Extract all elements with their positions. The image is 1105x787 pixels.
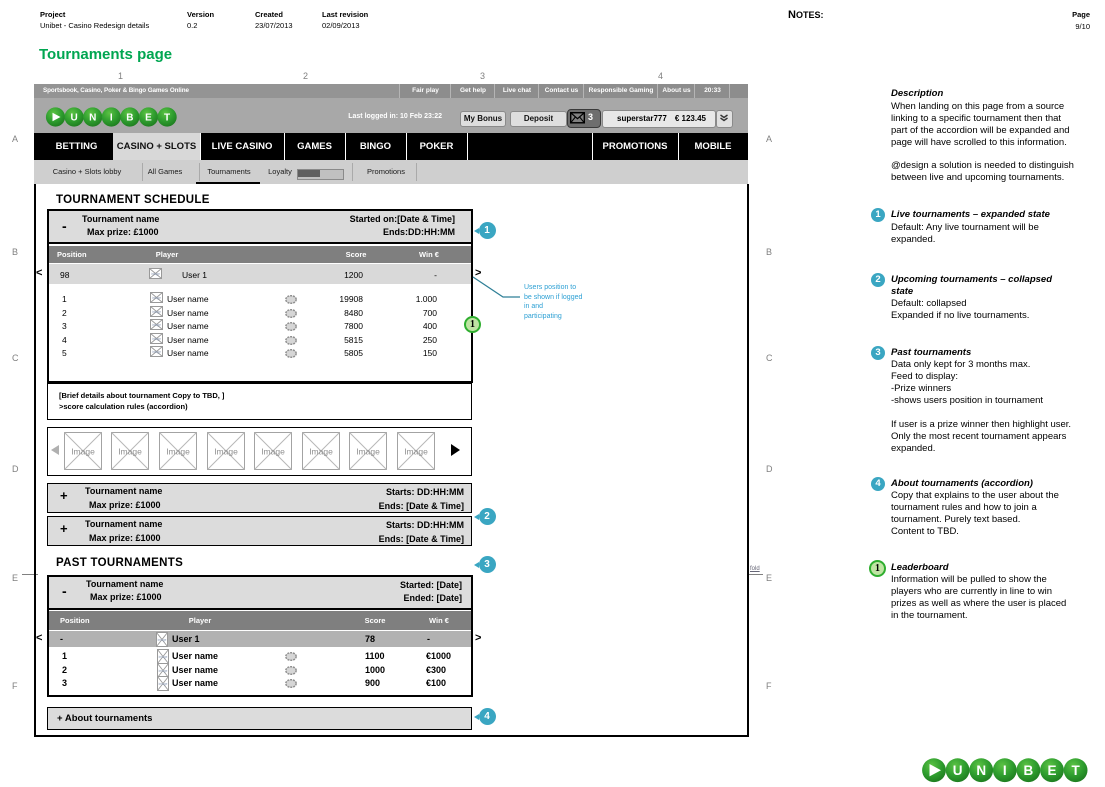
svg-text:B: B	[1024, 763, 1034, 778]
svg-text:U: U	[70, 113, 77, 124]
svg-text:I: I	[110, 113, 113, 124]
svg-text:T: T	[164, 113, 170, 124]
svg-text:E: E	[1047, 763, 1056, 778]
svg-text:E: E	[145, 113, 152, 124]
svg-text:N: N	[976, 763, 986, 778]
svg-text:B: B	[126, 113, 133, 124]
svg-text:I: I	[1003, 763, 1007, 778]
svg-text:U: U	[953, 763, 963, 778]
svg-text:T: T	[1071, 763, 1080, 778]
svg-text:N: N	[89, 113, 96, 124]
